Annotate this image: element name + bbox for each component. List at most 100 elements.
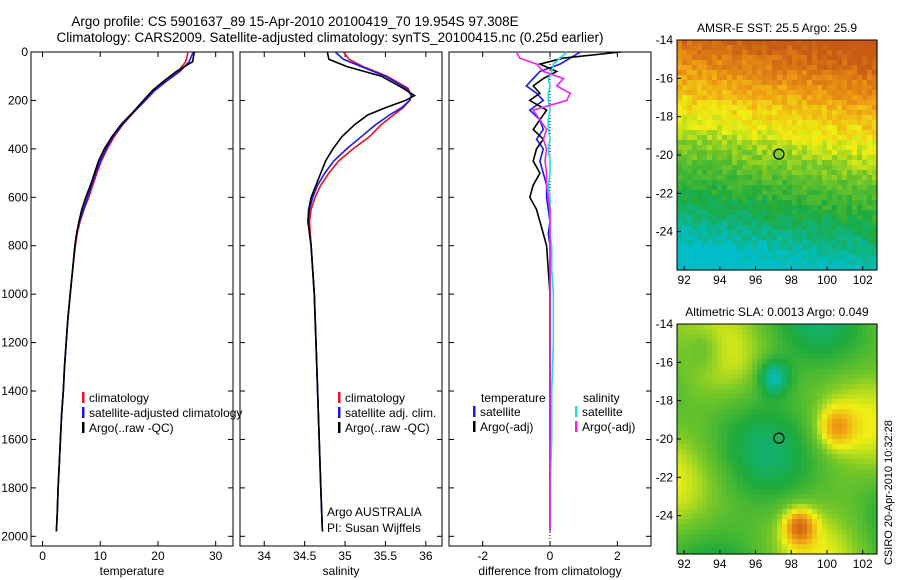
heatmap-cell — [727, 230, 733, 236]
heatmap-cell — [857, 215, 863, 221]
heatmap-cell — [767, 429, 773, 435]
heatmap-cell — [732, 200, 738, 206]
heatmap-cell — [737, 45, 743, 51]
heatmap-cell — [867, 439, 873, 445]
series-line-argo — [55, 51, 196, 532]
heatmap-cell — [722, 534, 728, 540]
heatmap-cell — [782, 225, 788, 231]
heatmap-cell — [762, 399, 768, 405]
heatmap-cell — [872, 449, 878, 455]
heatmap-cell — [682, 449, 688, 455]
series-line-argo_salinity — [515, 51, 572, 532]
heatmap-cell — [677, 165, 683, 171]
heatmap-cell — [837, 165, 843, 171]
heatmap-cell — [702, 225, 708, 231]
heatmap-cell — [732, 165, 738, 171]
heatmap-cell — [692, 135, 698, 141]
heatmap-cell — [722, 324, 728, 330]
heatmap-cell — [812, 205, 818, 211]
heatmap-cell — [717, 364, 723, 370]
heatmap-cell — [807, 140, 813, 146]
heatmap-cell — [832, 155, 838, 161]
heatmap-cell — [842, 504, 848, 510]
heatmap-cell — [837, 414, 843, 420]
heatmap-cell — [757, 414, 763, 420]
heatmap-cell — [792, 469, 798, 475]
heatmap-cell — [817, 519, 823, 525]
x-tick-label: 96 — [749, 557, 763, 571]
heatmap-cell — [797, 60, 803, 66]
heatmap-cell — [807, 414, 813, 420]
heatmap-cell — [702, 489, 708, 495]
heatmap-cell — [702, 220, 708, 226]
heatmap-cell — [682, 514, 688, 520]
heatmap-cell — [742, 170, 748, 176]
heatmap-cell — [677, 349, 683, 355]
heatmap-cell — [867, 155, 873, 161]
heatmap-cell — [862, 444, 868, 450]
heatmap-cell — [782, 539, 788, 545]
heatmap-cell — [817, 225, 823, 231]
heatmap-cell — [852, 190, 858, 196]
heatmap-cell — [842, 170, 848, 176]
heatmap-cell — [692, 379, 698, 385]
heatmap-cell — [847, 379, 853, 385]
heatmap-cell — [767, 240, 773, 246]
heatmap-cell — [762, 150, 768, 156]
heatmap-cell — [862, 100, 868, 106]
heatmap-cell — [852, 504, 858, 510]
heatmap-cell — [742, 344, 748, 350]
heatmap-cell — [822, 354, 828, 360]
heatmap-cell — [772, 499, 778, 505]
heatmap-cell — [682, 329, 688, 335]
heatmap-cell — [822, 95, 828, 101]
heatmap-cell — [832, 519, 838, 525]
heatmap-cell — [707, 165, 713, 171]
heatmap-cell — [867, 444, 873, 450]
heatmap-cell — [682, 40, 688, 46]
heatmap-cell — [787, 424, 793, 430]
heatmap-cell — [812, 255, 818, 261]
heatmap-cell — [872, 205, 878, 211]
heatmap-cell — [792, 534, 798, 540]
heatmap-cell — [752, 100, 758, 106]
heatmap-cell — [777, 534, 783, 540]
heatmap-cell — [862, 384, 868, 390]
heatmap-cell — [717, 50, 723, 56]
heatmap-cell — [867, 90, 873, 96]
heatmap-cell — [822, 419, 828, 425]
heatmap-cell — [737, 50, 743, 56]
heatmap-cell — [782, 50, 788, 56]
heatmap-cell — [817, 504, 823, 510]
heatmap-cell — [677, 409, 683, 415]
heatmap-cell — [792, 135, 798, 141]
heatmap-cell — [857, 230, 863, 236]
heatmap-cell — [702, 459, 708, 465]
heatmap-cell — [712, 165, 718, 171]
heatmap-cell — [792, 339, 798, 345]
heatmap-cell — [852, 120, 858, 126]
heatmap-cell — [722, 130, 728, 136]
heatmap-cell — [727, 339, 733, 345]
heatmap-cell — [847, 50, 853, 56]
heatmap-cell — [712, 135, 718, 141]
heatmap-cell — [767, 334, 773, 340]
heatmap-cell — [852, 379, 858, 385]
heatmap-cell — [797, 145, 803, 151]
heatmap-cell — [737, 70, 743, 76]
heatmap-cell — [717, 240, 723, 246]
heatmap-cell — [727, 170, 733, 176]
heatmap-cell — [757, 509, 763, 515]
heatmap-cell — [857, 509, 863, 515]
x-axis-label: temperature — [100, 564, 165, 578]
heatmap-cell — [862, 349, 868, 355]
heatmap-cell — [822, 60, 828, 66]
heatmap-cell — [737, 384, 743, 390]
heatmap-cell — [822, 464, 828, 470]
heatmap-cell — [772, 135, 778, 141]
heatmap-cell — [852, 534, 858, 540]
heatmap-cell — [807, 165, 813, 171]
heatmap-cell — [767, 329, 773, 335]
heatmap-cell — [782, 544, 788, 550]
heatmap-cell — [812, 180, 818, 186]
